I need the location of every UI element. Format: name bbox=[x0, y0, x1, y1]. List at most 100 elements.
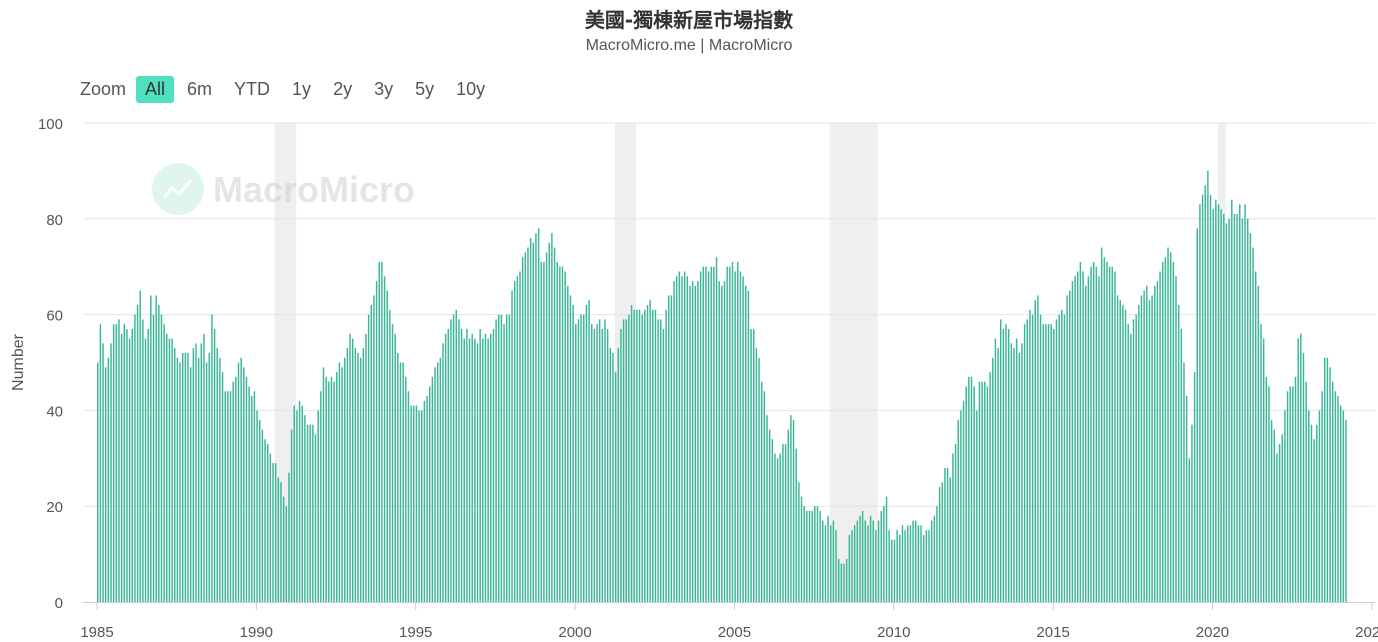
bar bbox=[439, 357, 442, 602]
zoom-5y-button[interactable]: 5y bbox=[415, 79, 435, 99]
bar bbox=[537, 228, 540, 602]
bar bbox=[261, 429, 264, 602]
bar bbox=[872, 520, 874, 602]
bar bbox=[885, 496, 888, 602]
bar bbox=[362, 348, 365, 602]
bar bbox=[381, 261, 383, 602]
y-tick-label: 100 bbox=[38, 116, 63, 133]
bar bbox=[1106, 261, 1108, 602]
bar bbox=[713, 266, 715, 602]
x-tick-label: 2005 bbox=[718, 624, 751, 641]
bar bbox=[1061, 309, 1063, 602]
x-tick-label: 1985 bbox=[80, 624, 113, 641]
bar bbox=[1310, 424, 1313, 602]
bar bbox=[633, 309, 635, 602]
bar bbox=[922, 534, 925, 602]
bar bbox=[99, 324, 102, 602]
bar bbox=[415, 405, 418, 602]
bar bbox=[699, 271, 702, 602]
bar bbox=[1342, 410, 1345, 602]
bar bbox=[349, 333, 351, 602]
bar bbox=[1082, 271, 1084, 602]
bar bbox=[211, 314, 213, 602]
bar bbox=[1316, 424, 1318, 602]
bar bbox=[1193, 372, 1196, 602]
bar bbox=[925, 530, 928, 602]
bar bbox=[811, 510, 813, 602]
bar bbox=[636, 309, 638, 602]
bar bbox=[941, 482, 944, 602]
bar bbox=[814, 506, 816, 602]
bar bbox=[593, 328, 596, 602]
bar bbox=[519, 271, 521, 602]
bar bbox=[848, 534, 851, 602]
bar bbox=[912, 520, 914, 602]
bar bbox=[620, 328, 622, 602]
bar bbox=[883, 506, 885, 602]
bar bbox=[543, 261, 545, 602]
bar bbox=[277, 477, 280, 602]
bar bbox=[1249, 233, 1252, 603]
bar bbox=[1154, 285, 1156, 602]
bar bbox=[378, 261, 380, 602]
bar bbox=[776, 458, 779, 602]
bar bbox=[1270, 419, 1273, 602]
bar bbox=[1114, 271, 1116, 602]
bar bbox=[320, 391, 322, 602]
bar bbox=[864, 520, 867, 602]
bar bbox=[843, 563, 845, 602]
bar bbox=[1074, 276, 1076, 602]
x-tick-label: 2025 bbox=[1355, 624, 1378, 641]
bar bbox=[1130, 333, 1132, 602]
bar bbox=[1239, 204, 1241, 602]
bar bbox=[367, 314, 370, 602]
bar bbox=[1095, 266, 1098, 602]
bar bbox=[243, 367, 245, 602]
zoom-1y-button[interactable]: 1y bbox=[292, 79, 312, 99]
bar bbox=[1159, 271, 1161, 602]
bar bbox=[1220, 209, 1222, 602]
bar bbox=[989, 372, 991, 602]
bar bbox=[155, 295, 157, 602]
bar bbox=[575, 324, 577, 602]
bar bbox=[1177, 305, 1180, 602]
zoom-6m-button[interactable]: 6m bbox=[187, 79, 213, 99]
bar bbox=[673, 281, 675, 602]
zoom-3y-button[interactable]: 3y bbox=[374, 79, 394, 99]
y-tick-label: 20 bbox=[46, 499, 63, 516]
bar bbox=[707, 271, 710, 602]
bar bbox=[1212, 209, 1214, 602]
bar bbox=[195, 343, 197, 602]
bar bbox=[915, 520, 917, 602]
bar bbox=[750, 328, 752, 602]
recession-band bbox=[829, 123, 878, 602]
bar bbox=[1257, 285, 1260, 602]
zoom-ytd-button[interactable]: YTD bbox=[234, 79, 271, 99]
bar bbox=[343, 357, 346, 602]
bar bbox=[298, 400, 301, 602]
bar bbox=[668, 295, 670, 602]
bar bbox=[1246, 218, 1249, 603]
zoom-10y-button[interactable]: 10y bbox=[456, 79, 486, 99]
bar bbox=[899, 534, 901, 602]
bar bbox=[266, 443, 269, 602]
bar bbox=[976, 410, 978, 602]
bar bbox=[944, 467, 946, 602]
zoom-2y-button[interactable]: 2y bbox=[333, 79, 353, 99]
bar bbox=[1169, 252, 1172, 602]
bar bbox=[559, 266, 561, 602]
bar bbox=[203, 333, 205, 602]
zoom-all-button[interactable]: All bbox=[136, 76, 175, 103]
bar bbox=[158, 305, 160, 602]
bar bbox=[134, 314, 136, 602]
bar bbox=[1223, 214, 1225, 602]
chart-subtitle: MacroMicro.me | MacroMicro bbox=[585, 37, 793, 54]
bar bbox=[163, 324, 165, 602]
bar bbox=[1228, 218, 1230, 603]
bar bbox=[702, 266, 704, 602]
axes: 0 20 40 60 80 100 Number 1985 1990 1995 2000 2005 20… bbox=[10, 116, 1378, 641]
bar bbox=[471, 333, 473, 602]
bar bbox=[1292, 386, 1294, 602]
bar bbox=[798, 482, 800, 602]
